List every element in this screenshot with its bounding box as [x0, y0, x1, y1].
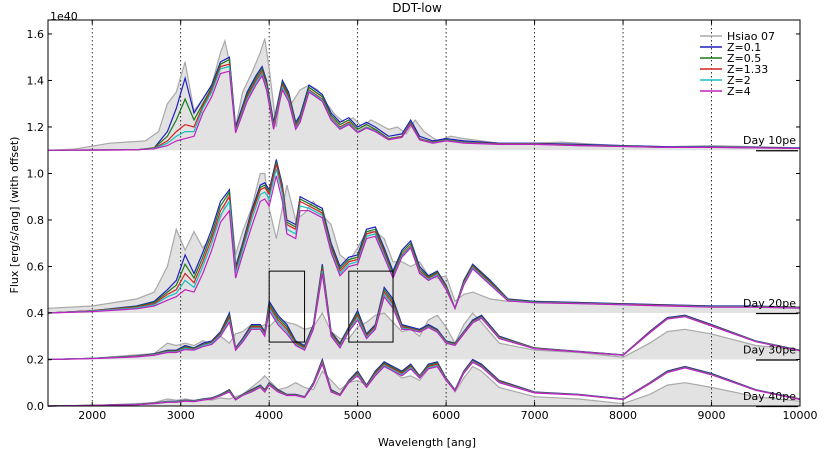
x-tick-label-3000: 3000 — [167, 409, 195, 422]
x-tick-label-5000: 5000 — [344, 409, 372, 422]
day-label-0: Day 10pe — [743, 134, 796, 147]
y-tick-label-0.8: 0.8 — [27, 214, 45, 227]
day-label-1: Day 20pe — [743, 297, 796, 310]
y-tick-label-1.2: 1.2 — [27, 121, 45, 134]
x-tick-label-6000: 6000 — [432, 409, 460, 422]
day-label-2: Day 30pe — [743, 343, 796, 356]
plot-area: Day 10pe Day 20pe Day 30pe Day 40pe 2000 3000… — [27, 19, 818, 422]
x-tick-label-10000: 10000 — [783, 409, 818, 422]
y-tick-label-1.6: 1.6 — [27, 28, 45, 41]
y-tick-label-0.2: 0.2 — [27, 353, 45, 366]
series-line-3-4 — [47, 361, 801, 407]
hsiao-line-1 — [47, 172, 801, 309]
inset-box-0 — [268, 270, 306, 343]
x-tick-label-2000: 2000 — [78, 409, 106, 422]
y-tick-label-1.4: 1.4 — [27, 74, 45, 87]
series-line-0-4 — [47, 70, 801, 151]
legend-label-1: Z=0.1 — [727, 41, 761, 54]
y-tick-label-1: 1.0 — [27, 167, 45, 180]
y-axis-title: Flux [erg/s/ang] (with offset) — [8, 137, 21, 294]
legend-label-4: Z=2 — [727, 74, 751, 87]
x-axis-title: Wavelength [ang] — [378, 436, 476, 449]
hsiao-area-3 — [48, 366, 800, 406]
y-tick-label-0: 0.0 — [27, 400, 45, 413]
series-line-1-4 — [47, 175, 801, 314]
hsiao-area-0 — [48, 38, 800, 151]
inset-box-1 — [348, 270, 394, 343]
chart-title: DDT-low — [392, 1, 442, 15]
plot-frame — [47, 19, 801, 407]
y-tick-label-0.4: 0.4 — [27, 307, 45, 320]
series-line-2-4 — [47, 273, 801, 361]
x-tick-label-9000: 9000 — [698, 409, 726, 422]
legend-label-2: Z=0.5 — [727, 52, 761, 65]
x-tick-label-8000: 8000 — [609, 409, 637, 422]
hsiao-area-1 — [48, 173, 800, 313]
y-tick-label-0.6: 0.6 — [27, 260, 45, 273]
day-label-3: Day 40pe — [743, 390, 796, 403]
legend-label-3: Z=1.33 — [727, 63, 768, 76]
series-line-0-0 — [47, 56, 801, 151]
legend-label-0: Hsiao 07 — [727, 30, 775, 43]
legend: Hsiao 07Z=0.1Z=0.5Z=1.33Z=2Z=4 — [700, 30, 775, 98]
x-tick-label-4000: 4000 — [255, 409, 283, 422]
y-scale-label: 1e40 — [50, 10, 78, 23]
legend-label-5: Z=4 — [727, 85, 751, 98]
x-tick-label-7000: 7000 — [521, 409, 549, 422]
